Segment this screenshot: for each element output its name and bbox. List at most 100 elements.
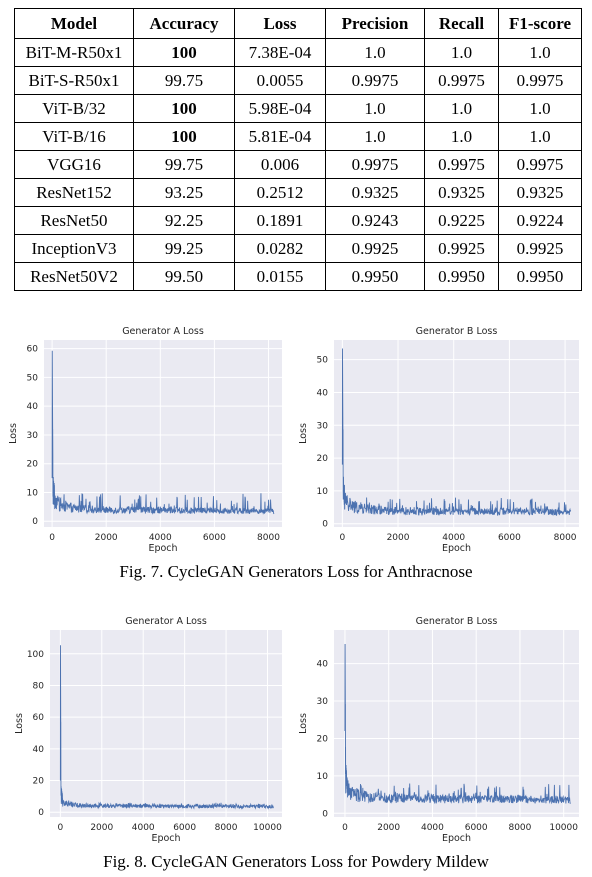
x-tick-label: 6000 — [203, 533, 226, 543]
cell-loss: 0.1891 — [234, 206, 326, 235]
cell-model: ResNet50V2 — [14, 262, 134, 291]
x-axis-label: Epoch — [148, 543, 177, 554]
cell-precision: 1.0 — [325, 122, 425, 151]
cell-f1: 0.9224 — [498, 206, 582, 235]
cell-accuracy: 99.50 — [133, 262, 235, 291]
cell-model: VGG16 — [14, 150, 134, 179]
y-tick-label: 20 — [27, 460, 39, 470]
y-axis-label: Loss — [298, 423, 309, 444]
cell-recall: 0.9925 — [424, 234, 499, 263]
table-row: VGG16 99.75 0.006 0.9975 0.9975 0.9975 — [14, 150, 582, 179]
x-tick-label: 6000 — [465, 823, 488, 833]
cell-loss: 7.38E-04 — [234, 38, 326, 67]
x-axis-label: Epoch — [151, 833, 180, 844]
y-tick-label: 30 — [27, 431, 39, 441]
cell-precision: 1.0 — [325, 94, 425, 123]
chart-title: Generator A Loss — [122, 326, 204, 337]
cell-accuracy: 99.75 — [133, 66, 235, 95]
chart-title: Generator B Loss — [416, 326, 498, 337]
y-tick-label: 80 — [33, 681, 45, 691]
header-model: Model — [14, 8, 134, 39]
cell-loss: 0.0055 — [234, 66, 326, 95]
cell-model: BiT-S-R50x1 — [14, 66, 134, 95]
x-tick-label: 0 — [49, 533, 55, 543]
cell-recall: 0.9975 — [424, 150, 499, 179]
chart-svg: 0 2000 4000 6000 8000 0 10 20 30 40 50 Generator B … — [298, 326, 579, 554]
y-tick-label: 10 — [27, 488, 39, 498]
chart-fig7-generator-a: 0 2000 4000 6000 8000 0 10 20 30 40 50 60 Generator … — [0, 322, 296, 557]
table-row: ResNet152 93.25 0.2512 0.9325 0.9325 0.9325 — [14, 178, 582, 207]
y-tick-label: 0 — [32, 517, 38, 527]
y-axis-label: Loss — [298, 713, 309, 734]
x-tick-label: 8000 — [508, 823, 531, 833]
cell-precision: 1.0 — [325, 38, 425, 67]
x-tick-label: 2000 — [90, 823, 113, 833]
y-tick-label: 40 — [33, 745, 45, 755]
y-tick-label: 60 — [33, 713, 45, 723]
cell-f1: 0.9975 — [498, 150, 582, 179]
y-tick-label: 50 — [317, 356, 329, 366]
cell-accuracy: 99.25 — [133, 234, 235, 263]
x-tick-label: 8000 — [554, 533, 577, 543]
cell-loss: 5.81E-04 — [234, 122, 326, 151]
y-tick-label: 10 — [317, 772, 329, 782]
cell-loss: 5.98E-04 — [234, 94, 326, 123]
cell-loss: 0.0282 — [234, 234, 326, 263]
table-row: BiT-M-R50x1 100 7.38E-04 1.0 1.0 1.0 — [14, 38, 582, 67]
y-tick-label: 40 — [27, 402, 39, 412]
cell-recall: 0.9325 — [424, 178, 499, 207]
cell-precision: 0.9325 — [325, 178, 425, 207]
cell-f1: 0.9950 — [498, 262, 582, 291]
cell-f1: 0.9325 — [498, 178, 582, 207]
cell-loss: 0.0155 — [234, 262, 326, 291]
results-table: Model Accuracy Loss Precision Recall F1-… — [14, 8, 582, 291]
cell-f1: 1.0 — [498, 38, 582, 67]
chart-fig8-generator-b: 0 2000 4000 6000 8000 10000 0 10 20 30 40 Generator… — [296, 612, 592, 847]
cell-recall: 0.9225 — [424, 206, 499, 235]
x-tick-label: 0 — [342, 823, 348, 833]
table-row: ResNet50 92.25 0.1891 0.9243 0.9225 0.9224 — [14, 206, 582, 235]
cell-precision: 0.9975 — [325, 66, 425, 95]
y-tick-label: 30 — [317, 697, 329, 707]
cell-f1: 1.0 — [498, 122, 582, 151]
plot-area — [50, 630, 282, 817]
cell-precision: 0.9925 — [325, 234, 425, 263]
y-tick-label: 40 — [317, 660, 329, 670]
cell-accuracy: 100 — [133, 122, 235, 151]
plot-area — [334, 630, 579, 817]
cell-f1: 1.0 — [498, 94, 582, 123]
header-f1: F1-score — [498, 8, 582, 39]
cell-accuracy: 99.75 — [133, 150, 235, 179]
x-tick-label: 0 — [339, 533, 345, 543]
plot-area — [44, 340, 282, 527]
cell-model: ResNet50 — [14, 206, 134, 235]
cell-model: BiT-M-R50x1 — [14, 38, 134, 67]
table-row: ViT-B/16 100 5.81E-04 1.0 1.0 1.0 — [14, 122, 582, 151]
x-tick-label: 2000 — [387, 533, 410, 543]
cell-loss: 0.2512 — [234, 178, 326, 207]
loss-series-line — [344, 644, 571, 805]
y-tick-label: 40 — [317, 388, 329, 398]
table-row: ResNet50V2 99.50 0.0155 0.9950 0.9950 0.9950 — [14, 262, 582, 291]
y-tick-label: 30 — [317, 421, 329, 431]
loss-series-line — [51, 350, 275, 515]
cell-precision: 0.9243 — [325, 206, 425, 235]
cell-precision: 0.9975 — [325, 150, 425, 179]
cell-accuracy: 92.25 — [133, 206, 235, 235]
y-tick-label: 20 — [317, 734, 329, 744]
cell-f1: 0.9925 — [498, 234, 582, 263]
x-tick-label: 2000 — [95, 533, 118, 543]
table-row: InceptionV3 99.25 0.0282 0.9925 0.9925 0.9925 — [14, 234, 582, 263]
x-tick-label: 8000 — [215, 823, 238, 833]
cell-model: ViT-B/16 — [14, 122, 134, 151]
cell-accuracy: 93.25 — [133, 178, 235, 207]
chart-fig8-generator-a: 0 2000 4000 6000 8000 10000 0 20 40 60 80 100 Genera… — [0, 612, 296, 847]
table-row: ViT-B/32 100 5.98E-04 1.0 1.0 1.0 — [14, 94, 582, 123]
cell-loss: 0.006 — [234, 150, 326, 179]
loss-series-line — [59, 645, 274, 810]
x-axis-label: Epoch — [442, 543, 471, 554]
cell-recall: 0.9975 — [424, 66, 499, 95]
chart-svg: 0 2000 4000 6000 8000 0 10 20 30 40 50 60 Generator … — [8, 326, 282, 554]
x-tick-label: 6000 — [173, 823, 196, 833]
plot-area — [334, 340, 579, 527]
